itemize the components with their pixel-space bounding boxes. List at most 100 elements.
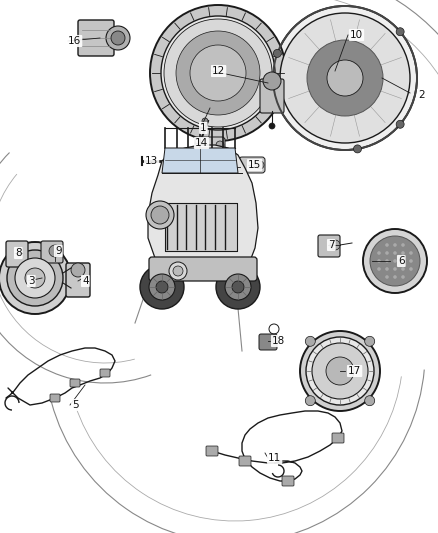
Circle shape <box>169 262 187 280</box>
Text: 13: 13 <box>145 156 158 166</box>
Circle shape <box>25 268 45 288</box>
Circle shape <box>216 265 260 309</box>
Text: 12: 12 <box>212 66 225 76</box>
FancyBboxPatch shape <box>70 379 80 387</box>
Text: 11: 11 <box>268 453 281 463</box>
Circle shape <box>176 31 260 115</box>
Circle shape <box>401 259 405 263</box>
Circle shape <box>401 275 405 279</box>
Circle shape <box>393 243 397 247</box>
FancyBboxPatch shape <box>195 137 225 153</box>
Text: 5: 5 <box>72 400 79 410</box>
Circle shape <box>363 229 427 293</box>
Circle shape <box>106 26 130 50</box>
Circle shape <box>273 50 281 58</box>
Circle shape <box>327 60 363 96</box>
Circle shape <box>161 16 275 130</box>
Circle shape <box>273 6 417 150</box>
Text: 15: 15 <box>248 160 261 170</box>
Circle shape <box>306 337 374 405</box>
Circle shape <box>202 118 208 124</box>
Circle shape <box>49 245 61 257</box>
Circle shape <box>0 242 71 314</box>
FancyBboxPatch shape <box>239 456 251 466</box>
Circle shape <box>396 28 404 36</box>
Text: 10: 10 <box>350 30 363 40</box>
Circle shape <box>330 240 340 250</box>
Circle shape <box>385 267 389 271</box>
Circle shape <box>396 120 404 128</box>
Circle shape <box>256 161 264 169</box>
Circle shape <box>385 275 389 279</box>
Circle shape <box>146 201 174 229</box>
Circle shape <box>216 141 224 149</box>
FancyBboxPatch shape <box>100 369 110 377</box>
FancyBboxPatch shape <box>41 241 63 263</box>
Circle shape <box>7 250 63 306</box>
Circle shape <box>300 331 380 411</box>
FancyBboxPatch shape <box>282 476 294 486</box>
Circle shape <box>307 40 383 116</box>
Circle shape <box>326 357 354 385</box>
Circle shape <box>377 259 381 263</box>
Circle shape <box>377 267 381 271</box>
Circle shape <box>269 123 275 129</box>
Circle shape <box>409 251 413 255</box>
Circle shape <box>393 267 397 271</box>
Circle shape <box>401 251 405 255</box>
Circle shape <box>312 343 368 399</box>
Circle shape <box>232 281 244 293</box>
Circle shape <box>111 31 125 45</box>
Circle shape <box>370 236 420 286</box>
FancyBboxPatch shape <box>149 257 257 281</box>
Circle shape <box>15 258 55 298</box>
Circle shape <box>156 281 168 293</box>
Circle shape <box>393 259 397 263</box>
Text: 6: 6 <box>398 256 405 266</box>
Circle shape <box>164 19 272 127</box>
FancyBboxPatch shape <box>6 241 28 267</box>
Circle shape <box>365 395 374 406</box>
Circle shape <box>393 275 397 279</box>
Circle shape <box>71 263 85 277</box>
Circle shape <box>151 206 169 224</box>
Circle shape <box>365 336 374 346</box>
FancyBboxPatch shape <box>259 334 277 350</box>
Text: 2: 2 <box>418 90 424 100</box>
Text: 1: 1 <box>200 123 207 133</box>
FancyBboxPatch shape <box>50 394 60 402</box>
Text: 14: 14 <box>195 138 208 148</box>
Circle shape <box>385 259 389 263</box>
Text: 7: 7 <box>328 240 335 250</box>
Circle shape <box>401 267 405 271</box>
Text: 9: 9 <box>55 246 62 256</box>
Circle shape <box>305 395 315 406</box>
Circle shape <box>393 251 397 255</box>
Text: 4: 4 <box>82 276 88 286</box>
Circle shape <box>305 336 315 346</box>
FancyBboxPatch shape <box>260 79 284 113</box>
Text: 17: 17 <box>348 366 361 376</box>
Circle shape <box>225 274 251 300</box>
Polygon shape <box>148 145 258 277</box>
Text: 18: 18 <box>272 336 285 346</box>
FancyBboxPatch shape <box>66 263 90 297</box>
FancyBboxPatch shape <box>318 235 340 257</box>
Circle shape <box>409 259 413 263</box>
Circle shape <box>409 267 413 271</box>
Circle shape <box>385 243 389 247</box>
Circle shape <box>401 243 405 247</box>
Text: 16: 16 <box>68 36 81 46</box>
Circle shape <box>353 145 361 153</box>
Circle shape <box>385 251 389 255</box>
Circle shape <box>173 266 183 276</box>
Circle shape <box>150 5 286 141</box>
FancyBboxPatch shape <box>78 20 114 56</box>
Text: 3: 3 <box>28 276 35 286</box>
Circle shape <box>149 274 175 300</box>
Circle shape <box>190 45 246 101</box>
Circle shape <box>140 265 184 309</box>
FancyBboxPatch shape <box>239 157 265 173</box>
Polygon shape <box>162 148 238 173</box>
Circle shape <box>263 72 281 90</box>
